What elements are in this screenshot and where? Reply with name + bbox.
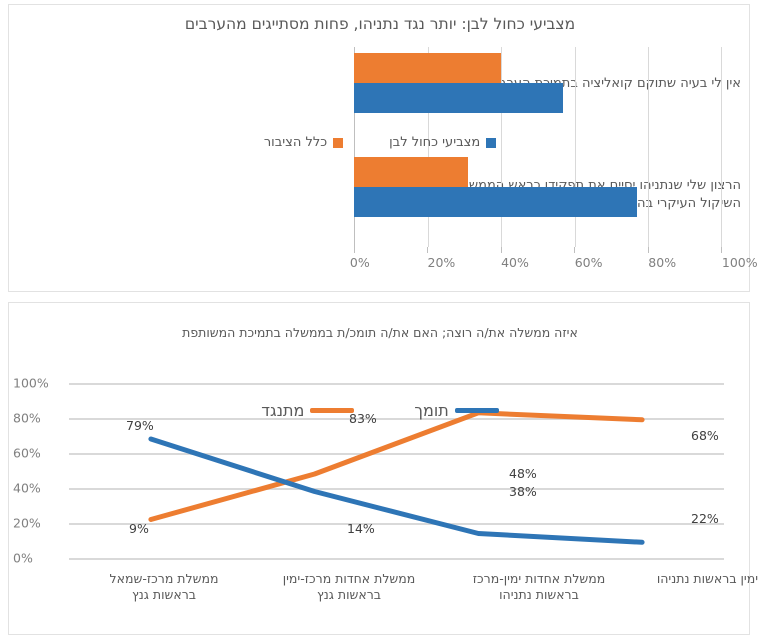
axis-tick <box>427 247 428 253</box>
line-chart-category-label: ממשלת אחדות מרכז-ימין בראשות גנץ <box>282 571 416 603</box>
legend-item-tomech: תומך <box>414 401 499 420</box>
gridline <box>69 523 724 525</box>
bar-chart-title: מצביעי כחול לבן: יותר נגד נתניהו, פחות מ… <box>184 15 576 33</box>
bar-chart-x-axis: 0% 20% 40% 60% 80% 100% <box>350 255 758 273</box>
gridline <box>501 47 503 247</box>
axis-tick <box>354 247 355 253</box>
bar-chart-legend: מצביעי כחול לבן כלל הציבור <box>9 135 751 150</box>
gridline <box>69 558 724 560</box>
legend-item-orange: כלל הציבור <box>263 135 344 150</box>
gridline <box>574 47 576 247</box>
legend-label: מתנגד <box>261 401 305 420</box>
x-axis-tick-label: 0% <box>349 255 370 270</box>
legend-swatch-icon <box>333 137 344 148</box>
legend-swatch-icon <box>486 137 497 148</box>
line-chart-y-axis: 100% 80% 60% 40% 20% 0% <box>13 376 65 566</box>
x-axis-tick-label: 40% <box>501 255 529 270</box>
y-axis-tick-label: 0% <box>13 550 33 566</box>
gridline <box>427 47 429 247</box>
line-chart-series-svg <box>148 410 645 545</box>
bar-segment <box>354 187 637 217</box>
line-chart-legend: תומך מתנגד <box>9 401 751 420</box>
bar-chart-plot-area <box>354 47 722 247</box>
x-axis-tick-label: 100% <box>721 255 758 270</box>
line-series-tomech <box>148 436 645 545</box>
legend-label: כלל הציבור <box>263 135 328 150</box>
legend-label: מצביעי כחול לבן <box>389 135 481 150</box>
x-axis-tick-label: 60% <box>574 255 603 270</box>
legend-line-icon <box>454 408 499 413</box>
y-axis-tick-label: 20% <box>13 515 41 531</box>
gridline <box>69 418 724 420</box>
line-chart-panel: איזה ממשלה את/ה רוצה; האם את/ה תומכ/ת במ… <box>8 302 758 635</box>
y-axis-tick-label: 80% <box>13 410 41 426</box>
bar-segment <box>354 83 564 113</box>
legend-item-blue: מצביעי כחול לבן <box>389 135 497 150</box>
legend-item-mitnaged: מתנגד <box>261 401 355 420</box>
x-axis-tick-label: 80% <box>648 255 677 270</box>
data-label: 83% <box>349 411 377 426</box>
gridline <box>648 47 650 247</box>
bar-segment <box>354 157 468 187</box>
axis-tick <box>574 247 575 253</box>
legend-label: תומך <box>414 401 449 420</box>
bar-segment <box>354 53 501 83</box>
data-label: 9% <box>129 521 149 536</box>
y-axis-tick-label: 40% <box>13 480 41 496</box>
x-axis-tick-label: 20% <box>427 255 456 270</box>
gridline <box>69 383 724 385</box>
data-label: 14% <box>347 521 375 536</box>
gridline <box>721 47 722 247</box>
bar-chart-panel: מצביעי כחול לבן: יותר נגד נתניהו, פחות מ… <box>8 4 758 292</box>
data-label: 79% <box>126 418 154 433</box>
gridline <box>69 488 724 490</box>
data-label: 38% <box>509 484 537 499</box>
data-label: 68% <box>691 428 719 443</box>
gridline <box>69 453 724 455</box>
y-axis-tick-label: 60% <box>13 445 41 461</box>
data-label: 22% <box>691 511 719 526</box>
axis-tick <box>501 247 502 253</box>
line-chart-category-label: ממשלת מרכז-שמאל בראשות גנץ <box>109 571 219 603</box>
data-label: 48% <box>509 466 537 481</box>
line-chart-category-label: ממשלת אחדות ימין-מרכז בראשות נתניהו <box>472 571 606 603</box>
line-chart-title: איזה ממשלה את/ה רוצה; האם את/ה תומכ/ת במ… <box>182 325 578 340</box>
y-axis-tick-label: 100% <box>13 375 49 391</box>
line-chart-plot-area <box>69 383 724 560</box>
legend-line-icon <box>310 408 355 413</box>
axis-tick <box>721 247 722 253</box>
line-series-mitnaged <box>148 410 645 522</box>
gridline <box>354 47 355 247</box>
axis-tick <box>648 247 649 253</box>
line-chart-category-label: ממשלת ימין בראשות נתניהו <box>656 571 758 586</box>
